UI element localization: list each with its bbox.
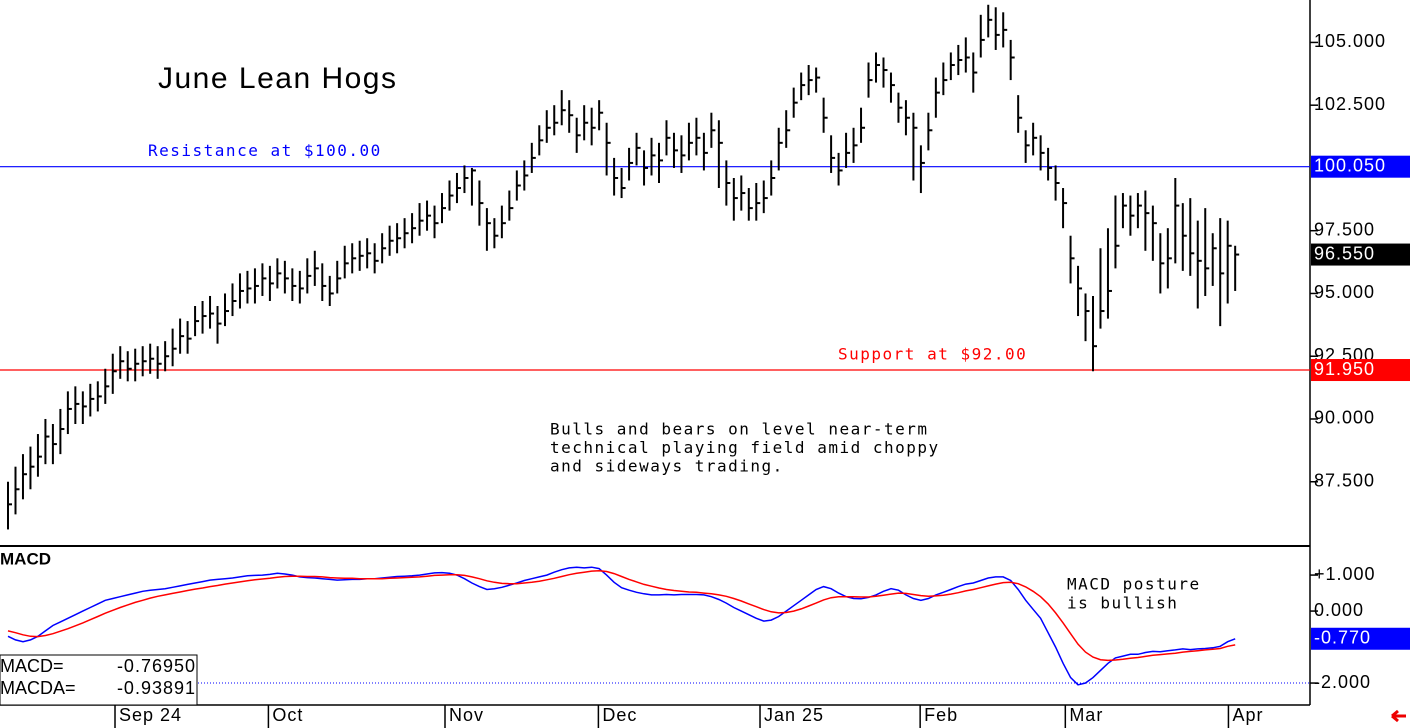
readout-label: MACD= [0,656,64,676]
readout-value: -0.93891 [117,678,196,698]
panel-title: MACD [0,549,51,568]
annotation: is bullish [1067,594,1178,613]
x-tick-label: Dec [602,705,637,725]
y-tick-label: 87.500 [1314,470,1375,490]
x-tick-label: Oct [272,705,303,725]
readout-box [0,654,198,706]
y-tick-label: 95.000 [1314,282,1375,302]
axis-value-label: -0.770 [1314,628,1371,648]
y-tick-label: 102.500 [1314,94,1386,114]
annotation: Bulls and bears on level near-term [550,420,929,439]
macd-line [7,570,1236,662]
x-tick-label: Sep 24 [119,705,182,725]
axis-value-box [1311,627,1410,650]
last-price-box [1311,243,1410,266]
y-tick-label: 0.000 [1314,600,1364,620]
chart-title: June Lean Hogs [158,62,398,95]
y-tick-label: 105.000 [1314,31,1386,51]
readout-value: -0.76950 [117,656,196,676]
x-tick-label: Mar [1069,705,1103,725]
last-price-label: 96.550 [1314,243,1375,263]
y-tick-label: 90.000 [1314,408,1375,428]
axis-value-label: 100.050 [1314,155,1386,175]
reference-label: Support at $92.00 [838,345,1027,364]
annotation: and sideways trading. [550,457,784,476]
x-tick-label: Apr [1232,705,1263,725]
annotation: technical playing field amid choppy [550,438,940,457]
x-tick-label: Jan 25 [764,705,824,725]
y-tick-label: +1.000 [1314,564,1376,584]
y-tick-label: 97.500 [1314,219,1375,239]
axis-value-label: 91.950 [1314,359,1375,379]
axis-value-box [1311,155,1410,178]
readout-label: MACDA= [0,678,76,698]
scroll-arrow [1391,709,1406,723]
annotation: MACD posture [1067,575,1201,594]
axis-value-box [1311,359,1410,382]
y-tick-label: -2.000 [1314,672,1371,692]
reference-label: Resistance at $100.00 [148,141,382,160]
x-tick-label: Nov [449,705,484,725]
macd-line [7,566,1236,686]
x-tick-label: Feb [924,705,958,725]
